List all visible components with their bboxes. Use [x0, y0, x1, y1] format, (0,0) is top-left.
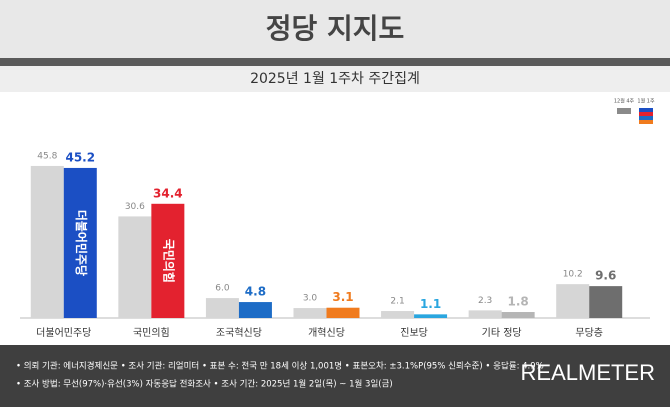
value-label: 30.6: [125, 202, 145, 212]
value-label: 1.8: [508, 295, 529, 309]
footer-bg: [0, 345, 670, 407]
value-label: 2.1: [390, 297, 404, 307]
x-tick-label: 더불어민주당: [36, 327, 91, 339]
value-label: 6.0: [215, 284, 230, 294]
value-label: 45.2: [65, 150, 95, 164]
value-label: 3.0: [303, 294, 318, 304]
legend-swatch: [639, 116, 653, 120]
bar-logo: 더불어민주당: [74, 210, 89, 276]
bar: [381, 311, 415, 318]
legend-swatch: [617, 108, 631, 114]
bar: [414, 314, 448, 318]
bar: [556, 284, 590, 318]
value-label: 2.3: [478, 296, 492, 306]
bar: [589, 286, 623, 318]
bar: [238, 302, 272, 318]
footer-note: • 조사 방법: 무선(97%)·유선(3%) 자동응답 전화조사 • 조사 기…: [16, 379, 393, 390]
value-label: 45.8: [37, 151, 57, 161]
value-label: 1.1: [420, 297, 441, 311]
bar: [205, 298, 239, 318]
bar: [326, 307, 360, 318]
x-tick-label: 무당층: [575, 327, 603, 339]
bar: [151, 203, 185, 318]
legend-label: 12월 4주: [614, 98, 635, 105]
subtitle-bg: [0, 66, 670, 92]
legend-swatch: [639, 120, 653, 124]
x-tick-label: 조국혁신당: [216, 327, 262, 339]
chart-title: 정당 지지도: [266, 12, 405, 45]
legend-label: 1월 1주: [637, 98, 655, 105]
legend-swatch: [639, 112, 653, 116]
value-label: 9.6: [595, 269, 616, 283]
x-tick-label: 국민의힘: [133, 327, 170, 339]
bar: [118, 216, 152, 318]
bar: [30, 165, 64, 318]
x-tick-label: 진보당: [400, 327, 428, 339]
header-bg: [0, 0, 670, 60]
bar-logo: 국민의힘: [161, 239, 176, 283]
bar: [293, 308, 327, 318]
legend-swatch: [639, 108, 653, 112]
bar: [468, 310, 502, 318]
footer-note: • 의뢰 기관: 에너지경제신문 • 조사 기관: 리얼미터 • 표본 수: 전…: [16, 361, 544, 372]
value-label: 34.4: [153, 186, 183, 200]
header-band: [0, 58, 670, 66]
value-label: 4.8: [245, 285, 266, 299]
chart-subtitle: 2025년 1월 1주차 주간집계: [250, 71, 420, 87]
value-label: 10.2: [563, 270, 583, 280]
x-tick-label: 개혁신당: [308, 327, 345, 339]
bar: [501, 312, 535, 318]
value-label: 3.1: [332, 290, 353, 304]
x-tick-label: 기타 정당: [482, 327, 522, 339]
brand: REALMETER: [521, 360, 655, 385]
bar: [63, 167, 97, 318]
